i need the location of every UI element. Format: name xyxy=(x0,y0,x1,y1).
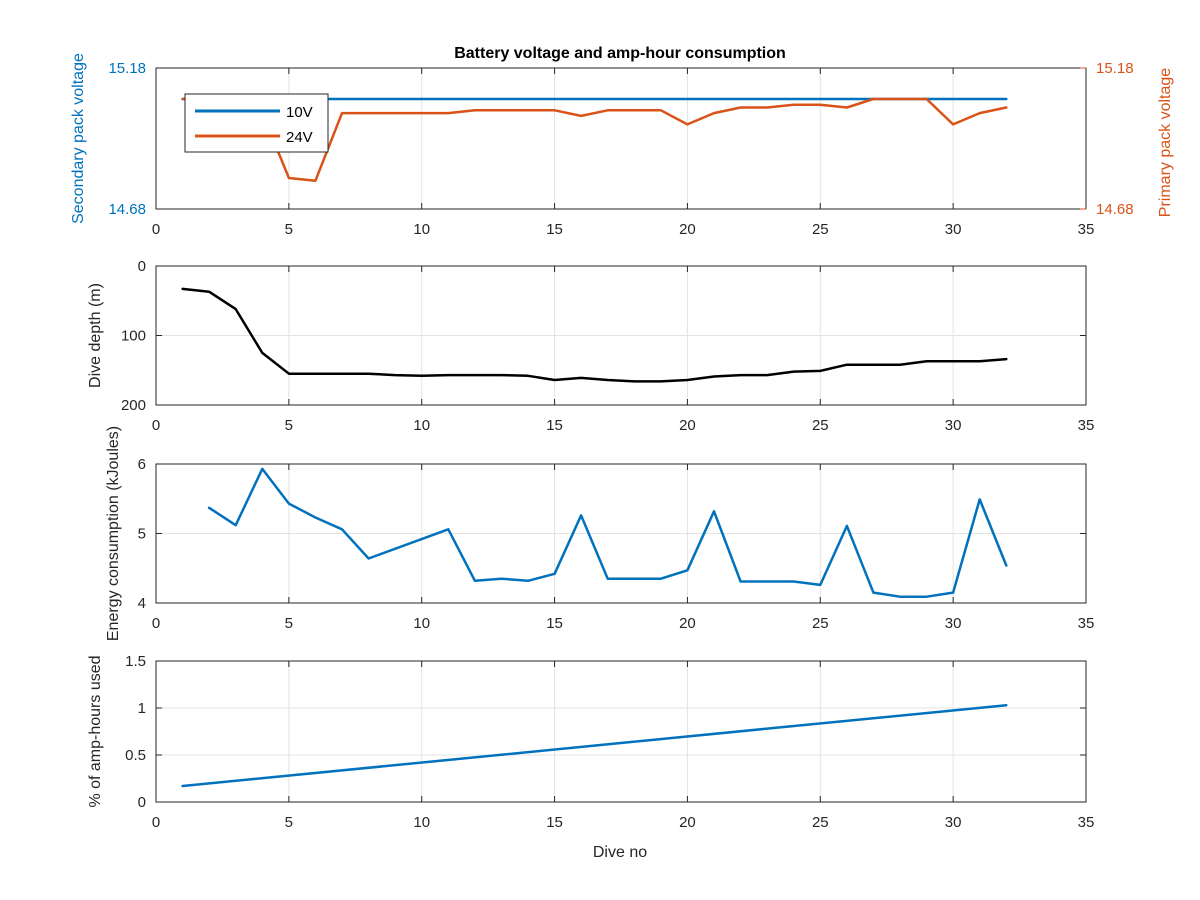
x-tick-label: 15 xyxy=(546,417,563,434)
energy-grid xyxy=(156,464,1086,603)
depth-ticks: 0 5 10 15 20 25 30 35 0 100 200 xyxy=(121,258,1094,434)
line-series-line xyxy=(181,287,1008,383)
x-tick-label: 10 xyxy=(413,417,430,434)
y-tick-label: 0.5 xyxy=(125,747,146,764)
legend-label-10v: 10V xyxy=(286,104,313,121)
y-tick-label: 6 xyxy=(138,456,146,473)
voltage-grid xyxy=(288,68,954,209)
x-tick-label: 10 xyxy=(413,221,430,238)
x-tick-label: 20 xyxy=(679,221,696,238)
y-tick-label: 1 xyxy=(138,700,146,717)
plot-depth: 0 5 10 15 20 25 30 35 0 100 200 Dive depth (m) xyxy=(87,258,1094,434)
x-tick-label: 25 xyxy=(812,221,829,238)
x-tick-label: 20 xyxy=(679,814,696,831)
y-tick-label: 15.18 xyxy=(108,60,146,77)
x-tick-label: 5 xyxy=(285,417,293,434)
x-axis-label: Dive no xyxy=(593,844,647,861)
y-tick-label: 200 xyxy=(121,397,146,414)
y-tick-label-right: 14.68 xyxy=(1096,201,1134,218)
amp-hours-grid xyxy=(156,661,1086,802)
depth-series xyxy=(181,287,1008,383)
y-tick-label: 5 xyxy=(138,526,146,543)
24v-series-line xyxy=(181,97,1008,183)
depth-ylabel: Dive depth (m) xyxy=(87,283,104,388)
x-tick-label: 0 xyxy=(152,615,160,632)
x-tick-label: 0 xyxy=(152,417,160,434)
x-tick-label: 0 xyxy=(152,221,160,238)
depth-grid xyxy=(156,266,1086,405)
x-tick-label: 20 xyxy=(679,417,696,434)
amp-hours-axes-box xyxy=(155,660,1087,803)
x-tick-label: 5 xyxy=(285,615,293,632)
energy-ticks: 0 5 10 15 20 25 30 35 4 5 6 xyxy=(138,456,1095,632)
y-tick-label: 14.68 xyxy=(108,201,146,218)
energy-ylabel: Energy consumption (kJoules) xyxy=(105,426,122,641)
x-tick-label: 35 xyxy=(1078,615,1095,632)
x-tick-label: 25 xyxy=(812,615,829,632)
x-tick-label: 30 xyxy=(945,615,962,632)
voltage-ylabel-right: Primary pack voltage xyxy=(1157,68,1174,217)
voltage-axes-box xyxy=(155,67,1087,210)
x-tick-label: 10 xyxy=(413,615,430,632)
x-tick-label: 15 xyxy=(546,615,563,632)
legend: 10V 24V xyxy=(184,93,329,153)
line-series-line xyxy=(207,467,1008,598)
x-tick-label: 20 xyxy=(679,615,696,632)
line-series-line xyxy=(181,703,1008,788)
y-tick-label-right: 15.18 xyxy=(1096,60,1134,77)
x-tick-label: 5 xyxy=(285,221,293,238)
y-tick-label: 0 xyxy=(138,794,146,811)
amp-hours-ylabel: % of amp-hours used xyxy=(87,655,104,807)
energy-series xyxy=(207,467,1008,598)
x-tick-label: 35 xyxy=(1078,814,1095,831)
chart-title: Battery voltage and amp-hour consumption xyxy=(454,45,786,62)
x-tick-label: 35 xyxy=(1078,221,1095,238)
x-tick-label: 5 xyxy=(285,814,293,831)
x-tick-label: 25 xyxy=(812,814,829,831)
plot-energy: 0 5 10 15 20 25 30 35 4 5 6 Energy consumption (kJ… xyxy=(105,426,1094,641)
amp-hours-ticks: 0 5 10 15 20 25 30 35 0 0.5 1 1.5 xyxy=(125,653,1094,831)
legend-box xyxy=(184,93,329,153)
y-tick-label: 4 xyxy=(138,595,146,612)
x-tick-label: 35 xyxy=(1078,417,1095,434)
x-tick-label: 15 xyxy=(546,221,563,238)
x-tick-label: 10 xyxy=(413,814,430,831)
y-tick-label: 0 xyxy=(138,258,146,275)
x-tick-label: 30 xyxy=(945,417,962,434)
y-tick-label: 1.5 xyxy=(125,653,146,670)
amp-hours-series xyxy=(181,703,1008,788)
x-tick-label: 15 xyxy=(546,814,563,831)
x-tick-label: 0 xyxy=(152,814,160,831)
y-tick-label: 100 xyxy=(121,328,146,345)
voltage-ylabel-left: Secondary pack voltage xyxy=(70,53,87,224)
plot-amp-hours: 0 5 10 15 20 25 30 35 0 0.5 1 1.5 % of amp-hours us… xyxy=(87,653,1094,831)
legend-label-24v: 24V xyxy=(286,129,313,146)
x-tick-label: 25 xyxy=(812,417,829,434)
x-tick-label: 30 xyxy=(945,814,962,831)
x-tick-label: 30 xyxy=(945,221,962,238)
